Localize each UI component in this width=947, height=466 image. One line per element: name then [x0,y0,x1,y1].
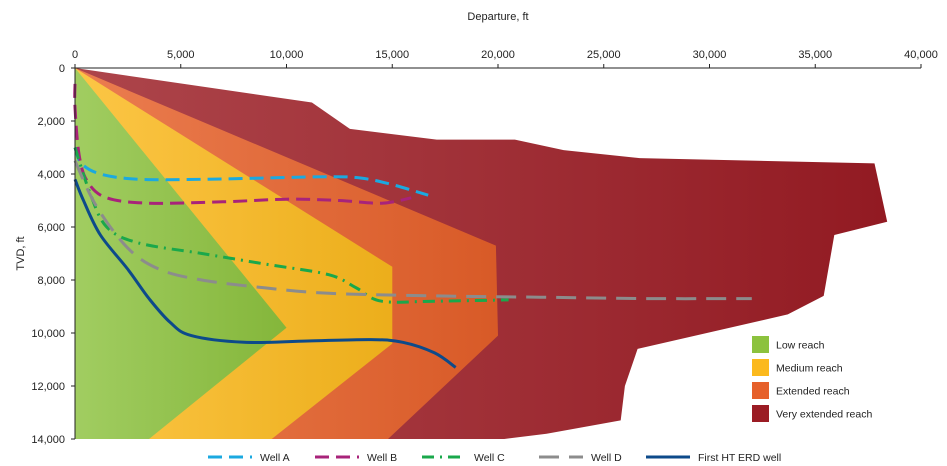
y-tick-label: 14,000 [31,434,65,446]
region-legend: Low reach Medium reach Extended reach Very … [748,333,898,429]
y-tick-label: 10,000 [31,328,65,340]
series-well-c [73,147,509,304]
legend-label-well-a: Well A [260,452,290,464]
x-tick-label: 10,000 [270,49,304,61]
y-tick-label: 4,000 [37,169,65,181]
x-tick-label: 35,000 [798,49,832,61]
tick-labels: 0 5,000 10,000 15,000 20,000 25,000 30,000 35,0… [31,49,937,446]
x-tick-label: 15,000 [375,49,409,61]
legend-label-well-b: Well B [367,452,397,464]
legend-label-well-d: Well D [591,452,622,464]
legend-label-first-ht-erd-well: First HT ERD well [698,452,781,464]
legend-label-well-c: Well C [474,452,505,464]
legend-swatch-low-reach [752,336,769,353]
x-tick-label: 40,000 [904,49,938,61]
y-tick-label: 8,000 [37,275,65,287]
legend-label-extended-reach: Extended reach [776,386,850,398]
x-axis-label: Departure, ft [467,11,528,23]
legend-swatch-extended-reach [752,382,769,399]
x-tick-label: 30,000 [693,49,727,61]
legend-label-very-extended-reach: Very extended reach [776,409,872,421]
well-series [73,83,752,369]
y-tick-label: 6,000 [37,222,65,234]
y-tick-label: 0 [59,63,65,75]
series-well-a [73,146,429,197]
x-tick-label: 25,000 [587,49,621,61]
y-tick-label: 12,000 [31,381,65,393]
y-axis-label: TVD, ft [15,236,27,270]
series-legend: Well A Well B Well C Well D First HT ERD wel… [208,452,781,464]
x-tick-label: 5,000 [167,49,195,61]
reach-regions [75,68,888,439]
legend-label-low-reach: Low reach [776,340,825,352]
series-well-b [73,83,412,205]
y-tick-label: 2,000 [37,116,65,128]
series-first-ht-erd-well [73,178,457,369]
x-tick-label: 0 [72,49,78,61]
legend-label-medium-reach: Medium reach [776,363,843,375]
legend-swatch-very-extended-reach [752,405,769,422]
legend-swatch-medium-reach [752,359,769,376]
x-tick-label: 20,000 [481,49,515,61]
region-legend-box [748,333,898,429]
series-well-d [73,160,752,301]
region-low-reach [75,68,287,439]
